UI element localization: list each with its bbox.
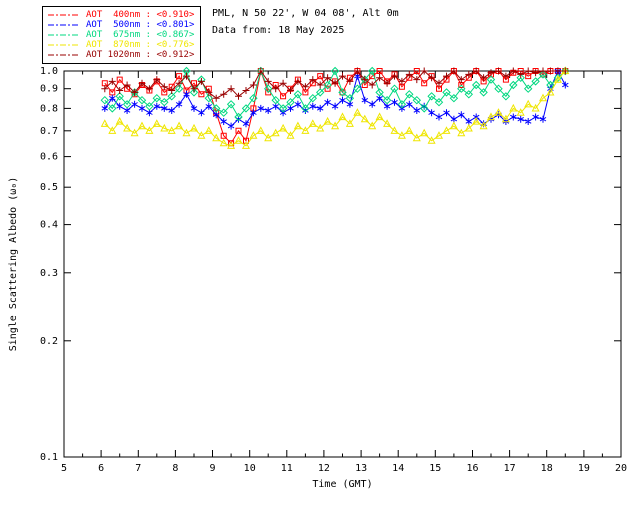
x-tick-label: 17 <box>504 463 516 474</box>
x-tick-label: 6 <box>98 463 104 474</box>
legend-item-label: AOT 400nm : <0.910> <box>86 10 195 20</box>
legend-item: AOT 500nm : <0.801> <box>47 20 194 30</box>
x-tick-label: 18 <box>541 463 553 474</box>
legend: AOT 400nm : <0.910> AOT 500nm : <0.801> AO… <box>42 6 202 64</box>
legend-item: AOT 870nm : <0.776> <box>47 40 194 50</box>
x-tick-label: 9 <box>209 463 215 474</box>
x-tick-label: 10 <box>244 463 256 474</box>
data-date: Data from: 18 May 2025 <box>212 25 345 36</box>
y-tick-label: 0.3 <box>40 268 58 279</box>
plot-header: PML, N 50 22', W 04 08', Alt 0m Data fro… <box>212 7 399 41</box>
x-tick-label: 16 <box>466 463 478 474</box>
legend-line-swatch <box>48 54 80 56</box>
series-markers <box>101 67 569 130</box>
legend-item-label: AOT 500nm : <0.801> <box>86 20 195 30</box>
x-tick-label: 5 <box>61 463 67 474</box>
series-markers <box>100 66 570 149</box>
y-tick-label: 0.4 <box>40 220 58 231</box>
legend-item: AOT 1020nm : <0.912> <box>47 50 194 60</box>
legend-line-swatch <box>48 14 80 16</box>
plot-frame <box>63 70 622 458</box>
x-tick-label: 15 <box>429 463 441 474</box>
y-tick-label: 0.7 <box>40 126 58 137</box>
y-tick-label: 1.0 <box>40 66 58 77</box>
x-tick-label: 13 <box>355 463 367 474</box>
series-markers <box>101 67 569 102</box>
legend-item-label: AOT 870nm : <0.776> <box>86 40 195 50</box>
y-tick-label: 0.1 <box>40 452 58 463</box>
x-tick-label: 14 <box>392 463 404 474</box>
y-axis-label: Single Scattering Albedo (ω₀) <box>8 177 19 352</box>
legend-item: AOT 400nm : <0.910> <box>47 10 194 20</box>
y-tick-label: 0.8 <box>40 103 58 114</box>
x-tick-label: 11 <box>281 463 293 474</box>
x-tick-label: 19 <box>578 463 590 474</box>
x-tick-label: 20 <box>615 463 627 474</box>
legend-line-swatch <box>48 24 80 26</box>
legend-item-label: AOT 675nm : <0.867> <box>86 30 195 40</box>
station-info: PML, N 50 22', W 04 08', Alt 0m <box>212 8 399 19</box>
y-tick-label: 0.6 <box>40 152 58 163</box>
legend-item: AOT 675nm : <0.867> <box>47 30 194 40</box>
series-line <box>104 69 566 118</box>
legend-line-swatch <box>48 34 80 36</box>
x-tick-label: 7 <box>135 463 141 474</box>
x-tick-label: 8 <box>172 463 178 474</box>
x-axis-label: Time (GMT) <box>312 479 372 490</box>
x-tick-label: 12 <box>318 463 330 474</box>
legend-line-swatch <box>48 44 80 46</box>
y-tick-label: 0.2 <box>40 336 58 347</box>
y-tick-label: 0.9 <box>40 84 58 95</box>
y-tick-label: 0.5 <box>40 182 58 193</box>
legend-item-label: AOT 1020nm : <0.912> <box>86 50 195 60</box>
